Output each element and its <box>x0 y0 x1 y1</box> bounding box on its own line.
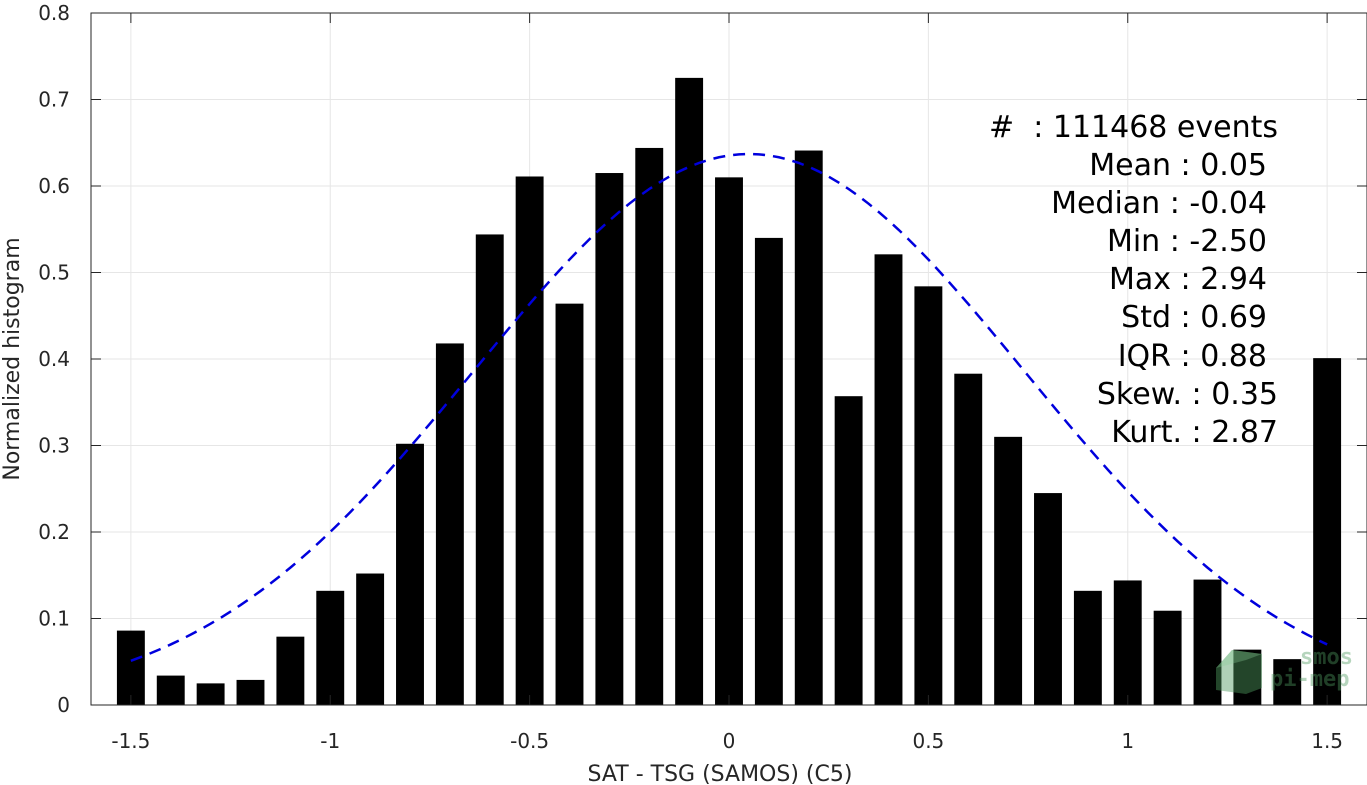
histogram-bar <box>675 77 704 705</box>
logo-text-line1: smos <box>1300 645 1353 670</box>
histogram-bar <box>954 373 983 705</box>
y-tick-label: 0.7 <box>38 88 70 112</box>
stat-skew: Skew. : 0.35 <box>1097 377 1278 412</box>
histogram-bar <box>595 173 624 705</box>
stat-min: Min : -2.50 <box>1107 224 1267 259</box>
stat-events: # : 111468 events <box>989 110 1278 145</box>
stat-iqr: IQR : 0.88 <box>1118 339 1267 374</box>
y-tick-label: 0.1 <box>38 607 70 631</box>
histogram-bar <box>754 237 783 705</box>
histogram-bar <box>475 234 504 705</box>
x-tick-label: 1 <box>1121 729 1134 753</box>
y-tick-labels: 0 0.1 0.2 0.3 0.4 0.5 0.6 0.7 0.8 <box>38 1 70 717</box>
stat-max: Max : 2.94 <box>1109 262 1267 297</box>
y-axis-label: Normalized histogram <box>0 237 25 480</box>
x-tick-labels: -1.5 -1 -0.5 0 0.5 1 1.5 <box>111 729 1343 753</box>
histogram-bar <box>555 303 584 705</box>
histogram-bar <box>1034 493 1062 705</box>
histogram-bar <box>834 396 863 705</box>
histogram-bar <box>156 675 185 705</box>
x-tick-label: 0 <box>723 729 736 753</box>
histogram-bar <box>356 573 385 705</box>
logo-cube-icon <box>1216 650 1262 694</box>
x-axis-label: SAT - TSG (SAMOS) (C5) <box>588 762 853 785</box>
histogram-bar <box>1273 659 1302 705</box>
y-tick-label: 0.8 <box>38 1 70 25</box>
axis-ticks <box>91 12 1367 706</box>
histogram-bar <box>1073 590 1102 705</box>
histogram-bar <box>396 443 424 705</box>
x-tick-label: -1 <box>320 729 340 753</box>
histogram-bar <box>1153 610 1182 705</box>
histogram-bar <box>316 590 345 705</box>
y-tick-label: 0.6 <box>38 174 70 198</box>
y-tick-label: 0 <box>57 693 70 717</box>
smos-pi-mep-logo: smos pi-mep <box>1216 645 1353 694</box>
histogram-bar <box>236 679 265 705</box>
histogram-bar <box>715 177 743 706</box>
histogram-bar <box>1313 358 1342 705</box>
histogram-bar <box>276 636 305 705</box>
x-tick-label: -0.5 <box>510 729 549 753</box>
statistics-annotation: # : 111468 events Mean : 0.05 Median : -… <box>989 110 1278 450</box>
x-tick-label: -1.5 <box>111 729 150 753</box>
stat-mean: Mean : 0.05 <box>1089 148 1267 183</box>
stat-std: Std : 0.69 <box>1121 300 1267 335</box>
stat-median: Median : -0.04 <box>1051 186 1267 221</box>
y-tick-label: 0.4 <box>38 347 70 371</box>
histogram-bar <box>1233 649 1262 705</box>
logo-text-line2: pi-mep <box>1270 667 1349 692</box>
histogram-bar <box>914 286 943 705</box>
histogram-bars <box>116 77 1342 706</box>
y-tick-label: 0.3 <box>38 434 70 458</box>
histogram-bar <box>116 630 145 705</box>
y-tick-label: 0.5 <box>38 261 70 285</box>
histogram-bar <box>196 683 225 706</box>
histogram-bar <box>435 343 464 705</box>
stat-kurt: Kurt. : 2.87 <box>1111 415 1278 450</box>
histogram-bar <box>1113 580 1142 705</box>
x-tick-label: 1.5 <box>1311 729 1343 753</box>
histogram-bar <box>1193 579 1222 705</box>
histogram-bar <box>994 436 1023 705</box>
histogram-bar <box>515 176 544 706</box>
histogram-bar <box>794 150 823 705</box>
histogram-bar <box>635 147 664 705</box>
y-tick-label: 0.2 <box>38 520 70 544</box>
x-tick-label: 0.5 <box>912 729 944 753</box>
histogram-bar <box>874 254 903 705</box>
